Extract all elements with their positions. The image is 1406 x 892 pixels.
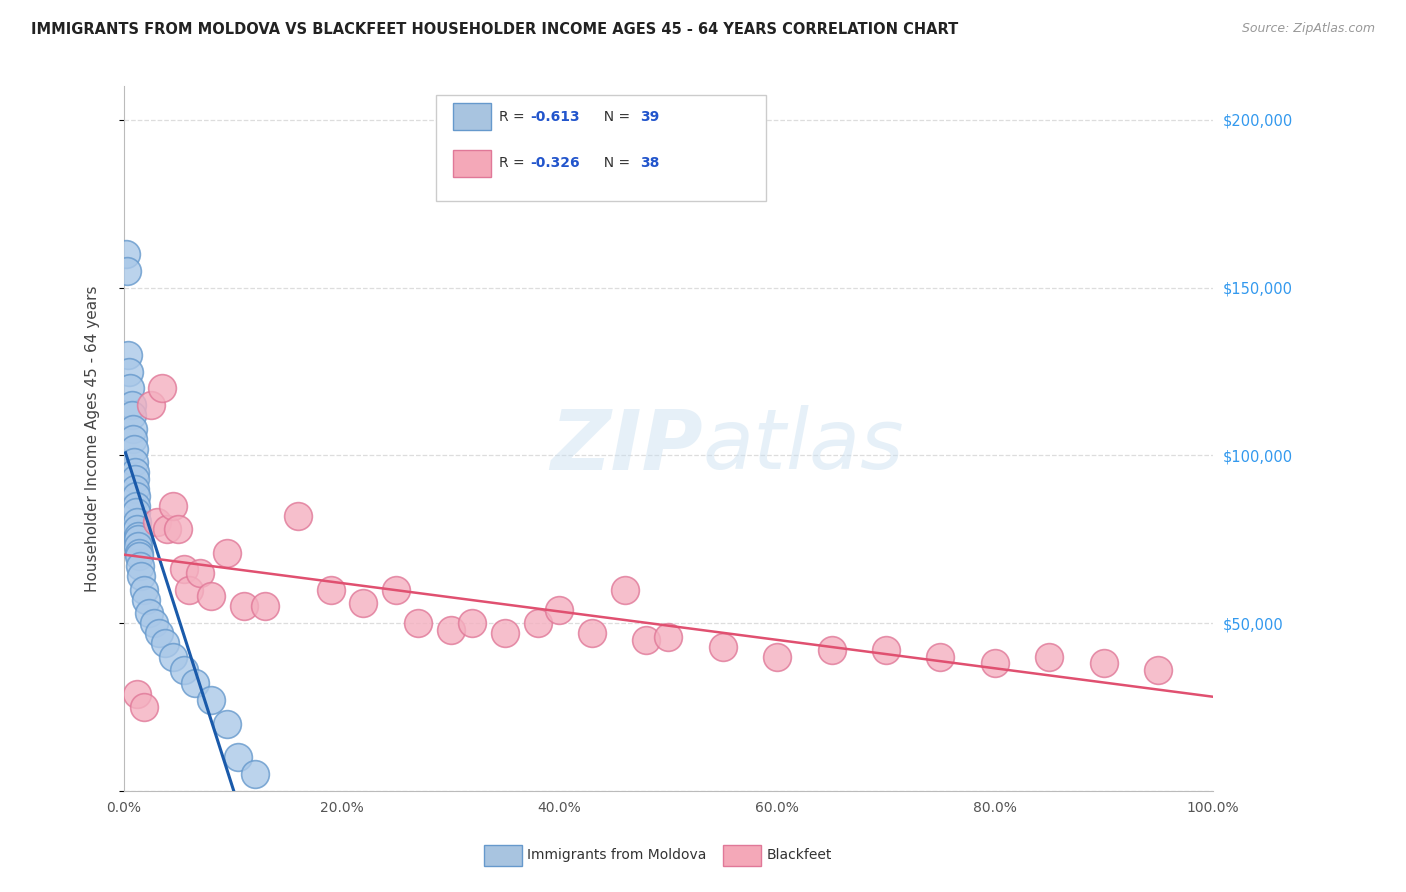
Point [439,623,461,637]
Point [125,505,148,519]
Point [138,606,160,620]
Point [766,649,789,664]
Point [125,516,148,530]
Point [127,533,149,547]
Point [217,716,239,731]
Point [162,499,184,513]
Point [128,546,150,560]
Text: N =: N = [595,110,634,124]
Point [352,596,374,610]
Point [125,522,148,536]
Point [125,687,148,701]
Point [711,640,734,654]
Point [129,559,152,574]
Point [581,626,603,640]
Text: 39: 39 [640,110,659,124]
Point [117,348,139,362]
Point [200,589,222,603]
Text: -0.613: -0.613 [530,110,579,124]
Point [127,529,149,543]
Point [319,582,342,597]
Point [125,499,148,513]
Point [226,750,249,764]
Point [188,566,211,580]
Point [287,508,309,523]
Point [155,636,177,650]
Text: atlas: atlas [703,406,904,486]
Point [145,516,167,530]
Point [254,599,277,614]
Point [820,643,842,657]
Point [1038,649,1060,664]
Point [132,582,155,597]
Point [125,489,148,503]
Text: Source: ZipAtlas.com: Source: ZipAtlas.com [1241,22,1375,36]
Point [156,522,179,536]
Point [167,522,190,536]
Text: N =: N = [595,156,634,170]
Point [385,582,408,597]
Point [217,546,239,560]
Point [121,421,143,435]
Point [124,482,146,496]
Point [143,616,166,631]
Point [118,364,141,378]
Text: ZIP: ZIP [550,406,703,486]
Point [494,626,516,640]
Point [548,603,571,617]
Text: IMMIGRANTS FROM MOLDOVA VS BLACKFEET HOUSEHOLDER INCOME AGES 45 - 64 YEARS CORRE: IMMIGRANTS FROM MOLDOVA VS BLACKFEET HOU… [31,22,957,37]
Point [929,649,952,664]
Point [121,408,143,422]
Point [875,643,897,657]
Point [984,657,1007,671]
Point [122,432,145,446]
Point [114,247,136,261]
Point [162,649,184,664]
Point [1147,663,1170,677]
Point [135,592,157,607]
Point [636,632,658,647]
Y-axis label: Householder Income Ages 45 - 64 years: Householder Income Ages 45 - 64 years [86,285,100,592]
Point [657,630,679,644]
Text: Blackfeet: Blackfeet [766,848,831,863]
Point [122,455,145,469]
Point [173,663,195,677]
Point [127,539,149,553]
Point [232,599,254,614]
Point [124,472,146,486]
Point [124,465,146,479]
Point [150,381,173,395]
Point [613,582,636,597]
Point [406,616,429,631]
Point [179,582,201,597]
Text: 38: 38 [640,156,659,170]
Point [120,381,142,395]
Point [183,676,205,690]
Point [1092,657,1115,671]
Text: R =: R = [499,156,529,170]
Point [526,616,548,631]
Point [139,398,162,412]
Point [131,569,153,583]
Point [132,700,155,714]
Point [121,398,143,412]
Text: -0.326: -0.326 [530,156,579,170]
Point [173,562,195,576]
Point [243,767,266,781]
Point [115,264,138,278]
Point [128,549,150,563]
Point [148,626,170,640]
Point [200,693,222,707]
Point [122,442,145,456]
Text: R =: R = [499,110,529,124]
Point [461,616,484,631]
Text: Immigrants from Moldova: Immigrants from Moldova [527,848,707,863]
